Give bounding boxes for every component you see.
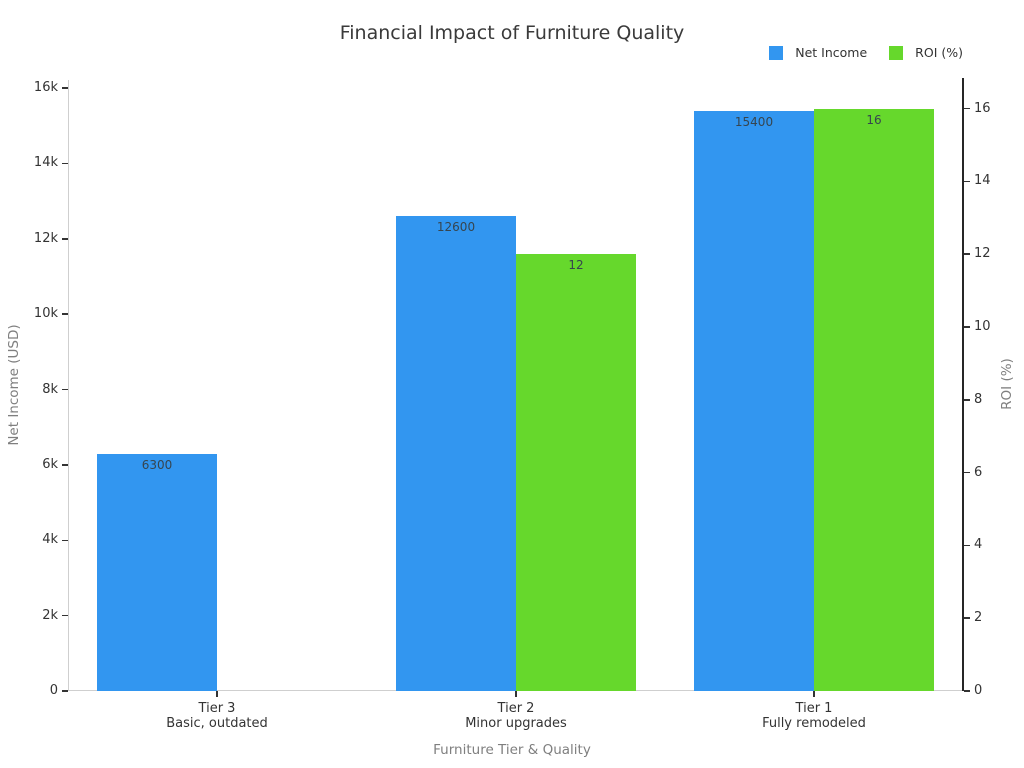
legend-swatch-icon bbox=[769, 45, 784, 60]
left-axis-tick-label: 6k bbox=[42, 456, 58, 472]
left-axis-tick-label: 10k bbox=[33, 306, 58, 322]
left-axis-tick bbox=[62, 388, 68, 391]
x-axis-title: Furniture Tier & Quality bbox=[433, 742, 591, 758]
left-axis-tick-label: 0 bbox=[49, 683, 58, 698]
right-axis-tick-label: 14 bbox=[974, 173, 991, 189]
bar-net-income bbox=[396, 216, 516, 691]
right-axis-tick bbox=[963, 544, 970, 547]
right-axis-tick-label: 4 bbox=[974, 537, 983, 553]
x-category-description: Basic, outdated bbox=[166, 716, 268, 731]
right-axis-tick-label: 10 bbox=[974, 319, 991, 334]
left-axis-tick bbox=[62, 162, 68, 165]
legend-item: Net Income bbox=[769, 45, 867, 60]
left-axis-line bbox=[68, 80, 69, 691]
left-axis-tick bbox=[62, 690, 68, 692]
right-axis-tick bbox=[963, 690, 970, 692]
bar-net-income bbox=[97, 453, 217, 691]
legend-item: ROI (%) bbox=[889, 45, 963, 60]
x-category-tier: Tier 3 bbox=[198, 701, 236, 716]
bar-roi- bbox=[516, 254, 636, 691]
left-axis-tick bbox=[62, 313, 68, 315]
bar-roi- bbox=[814, 108, 934, 691]
right-axis-tick bbox=[963, 326, 970, 328]
x-axis-tick bbox=[813, 691, 815, 697]
bar-value-label: 15400 bbox=[734, 114, 774, 129]
bar-value-label: 12 bbox=[568, 258, 584, 273]
left-axis-tick-label: 4k bbox=[42, 532, 58, 548]
x-category-label: Tier 1 Fully remodeled bbox=[694, 701, 934, 731]
right-axis-tick-label: 0 bbox=[974, 683, 983, 698]
left-axis-tick bbox=[62, 464, 68, 466]
right-axis-tick bbox=[963, 471, 970, 474]
x-category-description: Fully remodeled bbox=[762, 716, 866, 731]
left-axis-tick bbox=[62, 539, 68, 541]
left-axis-tick bbox=[62, 87, 68, 89]
left-axis-tick-label: 16k bbox=[33, 80, 58, 95]
left-axis-tick-label: 12k bbox=[33, 230, 58, 246]
right-axis-tick-label: 2 bbox=[974, 610, 983, 626]
bar-value-label: 16 bbox=[866, 112, 882, 127]
right-axis-line bbox=[962, 78, 964, 691]
x-category-tier: Tier 2 bbox=[497, 701, 535, 716]
chart-title: Financial Impact of Furniture Quality bbox=[339, 22, 685, 44]
bar-value-label: 12600 bbox=[436, 220, 476, 235]
bar-net-income bbox=[694, 110, 814, 691]
legend-swatch-icon bbox=[889, 45, 904, 60]
right-axis-tick-label: 12 bbox=[974, 246, 991, 262]
x-category-tier: Tier 1 bbox=[795, 701, 833, 716]
y-axis-title-left: Net Income (USD) bbox=[6, 324, 22, 446]
right-axis-tick bbox=[963, 399, 970, 401]
left-axis-tick-label: 2k bbox=[42, 607, 58, 623]
x-axis-tick bbox=[515, 691, 517, 697]
legend-label: ROI (%) bbox=[915, 45, 963, 60]
y-axis-title-right: ROI (%) bbox=[999, 358, 1015, 410]
left-axis-tick bbox=[62, 614, 68, 617]
x-category-label: Tier 3 Basic, outdated bbox=[97, 701, 337, 731]
x-axis-tick bbox=[216, 691, 218, 697]
right-axis-tick-label: 8 bbox=[974, 391, 983, 407]
right-axis-tick bbox=[963, 180, 970, 183]
left-axis-tick-label: 14k bbox=[33, 155, 58, 171]
right-axis-tick bbox=[963, 107, 970, 110]
x-category-description: Minor upgrades bbox=[465, 716, 567, 731]
right-axis-tick bbox=[963, 617, 970, 619]
left-axis-tick bbox=[62, 238, 68, 240]
legend: Net Income ROI (%) bbox=[769, 45, 963, 60]
left-axis-tick-label: 8k bbox=[42, 381, 58, 397]
right-axis-tick-label: 16 bbox=[974, 100, 991, 116]
bar-value-label: 6300 bbox=[141, 457, 173, 472]
right-axis-tick-label: 6 bbox=[974, 464, 983, 480]
legend-label: Net Income bbox=[795, 45, 868, 60]
right-axis-tick bbox=[963, 253, 970, 255]
x-category-label: Tier 2 Minor upgrades bbox=[396, 701, 636, 731]
